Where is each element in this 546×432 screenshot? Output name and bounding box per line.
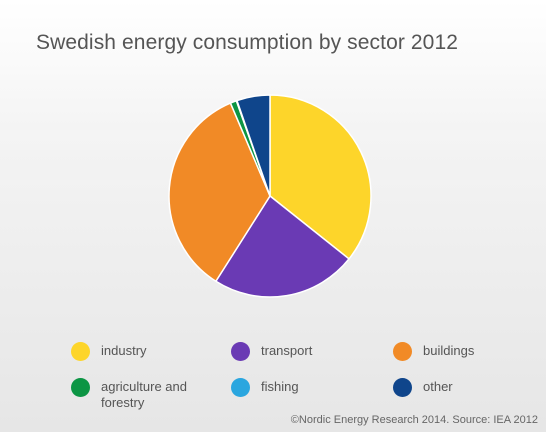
legend-swatch-industry [71,342,90,361]
legend-label-buildings: buildings [423,343,475,358]
legend-label-fishing: fishing [261,379,299,394]
legend-label-agriculture: agriculture and forestry [101,379,187,410]
legend-swatch-buildings [393,342,412,361]
legend-swatch-fishing [231,378,250,397]
pie-slice-industry [269,94,372,260]
pie-slice-buildings [168,102,271,283]
legend-label-transport: transport [261,343,313,358]
legend-label-industry: industry [101,343,147,358]
legend-swatch-other [393,378,412,397]
pie-slice-transport [215,195,350,298]
chart-title: Swedish energy consumption by sector 201… [36,31,459,54]
pie-slice-other [236,94,271,197]
legend-swatch-transport [231,342,250,361]
legend-label-other: other [423,379,453,394]
legend-swatch-agriculture [71,378,90,397]
source-note: ©Nordic Energy Research 2014. Source: IE… [290,414,538,426]
